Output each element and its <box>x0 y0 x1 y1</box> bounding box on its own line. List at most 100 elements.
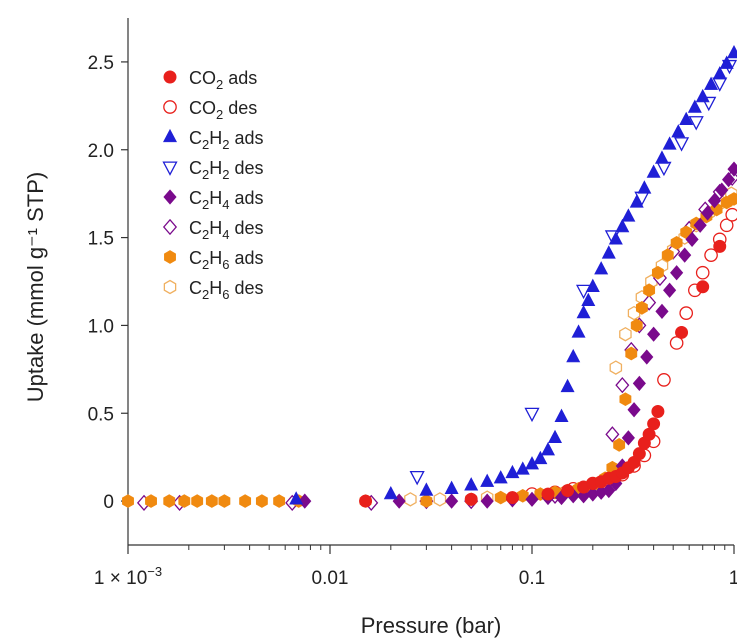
x-tick-label: 0.1 <box>519 568 545 589</box>
data-point <box>656 161 672 177</box>
data-point <box>627 402 641 418</box>
data-point <box>613 438 626 452</box>
data-point <box>619 326 632 342</box>
data-point <box>298 493 312 509</box>
y-tick-label: 1.5 <box>88 229 114 250</box>
data-point <box>255 494 268 508</box>
data-point <box>163 494 176 508</box>
data-point <box>671 124 686 138</box>
data-point <box>493 470 508 484</box>
data-point <box>693 217 707 233</box>
legend-item: CO2 des <box>163 98 257 122</box>
data-point <box>239 494 252 508</box>
data-point <box>505 464 520 479</box>
data-point <box>713 239 727 253</box>
legend-marker <box>163 128 177 143</box>
data-point <box>725 207 737 222</box>
legend-marker <box>162 161 178 176</box>
data-point <box>533 450 548 465</box>
legend-item: C2H6 des <box>163 278 264 302</box>
data-point <box>178 494 191 508</box>
series-c2h4-ads <box>298 161 737 509</box>
y-tick-label: 1.0 <box>88 316 114 337</box>
legend-label: C2H2 ads <box>189 128 264 152</box>
legend-label: CO2 ads <box>189 68 257 92</box>
data-point <box>643 283 656 298</box>
data-point <box>541 487 555 501</box>
data-point <box>602 482 616 499</box>
legend-item: C2H2 ads <box>163 128 264 152</box>
data-point <box>445 493 459 509</box>
legend-item: CO2 ads <box>163 68 257 92</box>
data-point <box>191 494 204 508</box>
data-point <box>635 301 648 315</box>
data-point <box>719 218 734 233</box>
data-point <box>505 491 519 505</box>
y-tick-label: 0.5 <box>88 404 114 425</box>
data-point <box>728 192 737 206</box>
axes: 0 0.5 1.0 1.5 2.0 2.5 1 × 10−3 0.01 0.1 1 <box>88 18 737 589</box>
data-point <box>715 182 729 198</box>
legend-marker <box>162 218 178 236</box>
data-point <box>695 88 710 103</box>
data-point <box>525 491 539 507</box>
data-point <box>679 111 694 126</box>
data-point <box>629 194 644 208</box>
legend-marker <box>163 100 177 114</box>
y-tick-label: 2.0 <box>88 141 114 162</box>
y-tick-label: 0 <box>103 492 114 513</box>
data-point <box>661 248 674 262</box>
data-point <box>571 324 586 338</box>
data-point <box>524 407 540 423</box>
x-tick-label: 1 × 10−3 <box>94 564 162 589</box>
data-point <box>609 360 623 375</box>
legend-item: C2H6 ads <box>164 248 264 272</box>
data-point <box>480 493 494 509</box>
data-point <box>383 485 398 500</box>
data-point <box>632 375 646 391</box>
data-point <box>621 208 636 222</box>
data-point <box>608 231 623 245</box>
data-point <box>654 150 669 164</box>
data-point <box>662 136 677 150</box>
data-point <box>625 346 638 361</box>
series-c2h6-ads <box>122 192 737 508</box>
data-point <box>640 349 654 365</box>
data-point <box>632 447 646 461</box>
data-point <box>516 488 529 503</box>
data-point <box>687 99 702 113</box>
data-point <box>712 66 727 80</box>
data-point <box>205 494 218 508</box>
data-point <box>560 378 575 393</box>
data-point <box>646 164 661 178</box>
data-point <box>494 490 507 505</box>
legend-label: CO2 des <box>189 98 257 122</box>
data-point <box>404 492 417 507</box>
data-point <box>651 405 665 418</box>
data-point <box>655 303 669 319</box>
legend-label: C2H6 ads <box>189 248 264 272</box>
data-point <box>561 484 575 498</box>
data-point <box>663 282 677 298</box>
data-point <box>419 482 434 496</box>
data-point <box>145 494 157 508</box>
data-point <box>707 193 721 209</box>
data-point <box>576 305 591 319</box>
data-point <box>359 494 373 508</box>
data-point <box>615 376 630 394</box>
data-point <box>444 480 459 494</box>
data-point <box>273 494 286 508</box>
legend-item: C2H4 ads <box>163 188 264 212</box>
data-point <box>581 292 596 306</box>
data-point <box>704 76 719 90</box>
data-point <box>678 247 692 263</box>
data-point <box>585 278 600 292</box>
legend: CO2 ads CO2 des C2H2 ads C2H2 des C2H4 ads C2… <box>162 68 264 302</box>
data-point <box>630 318 643 333</box>
x-tick-label: 0.01 <box>312 568 349 589</box>
legend-marker <box>164 250 176 264</box>
data-point <box>727 161 737 177</box>
data-point <box>605 426 620 443</box>
data-point <box>719 55 734 69</box>
